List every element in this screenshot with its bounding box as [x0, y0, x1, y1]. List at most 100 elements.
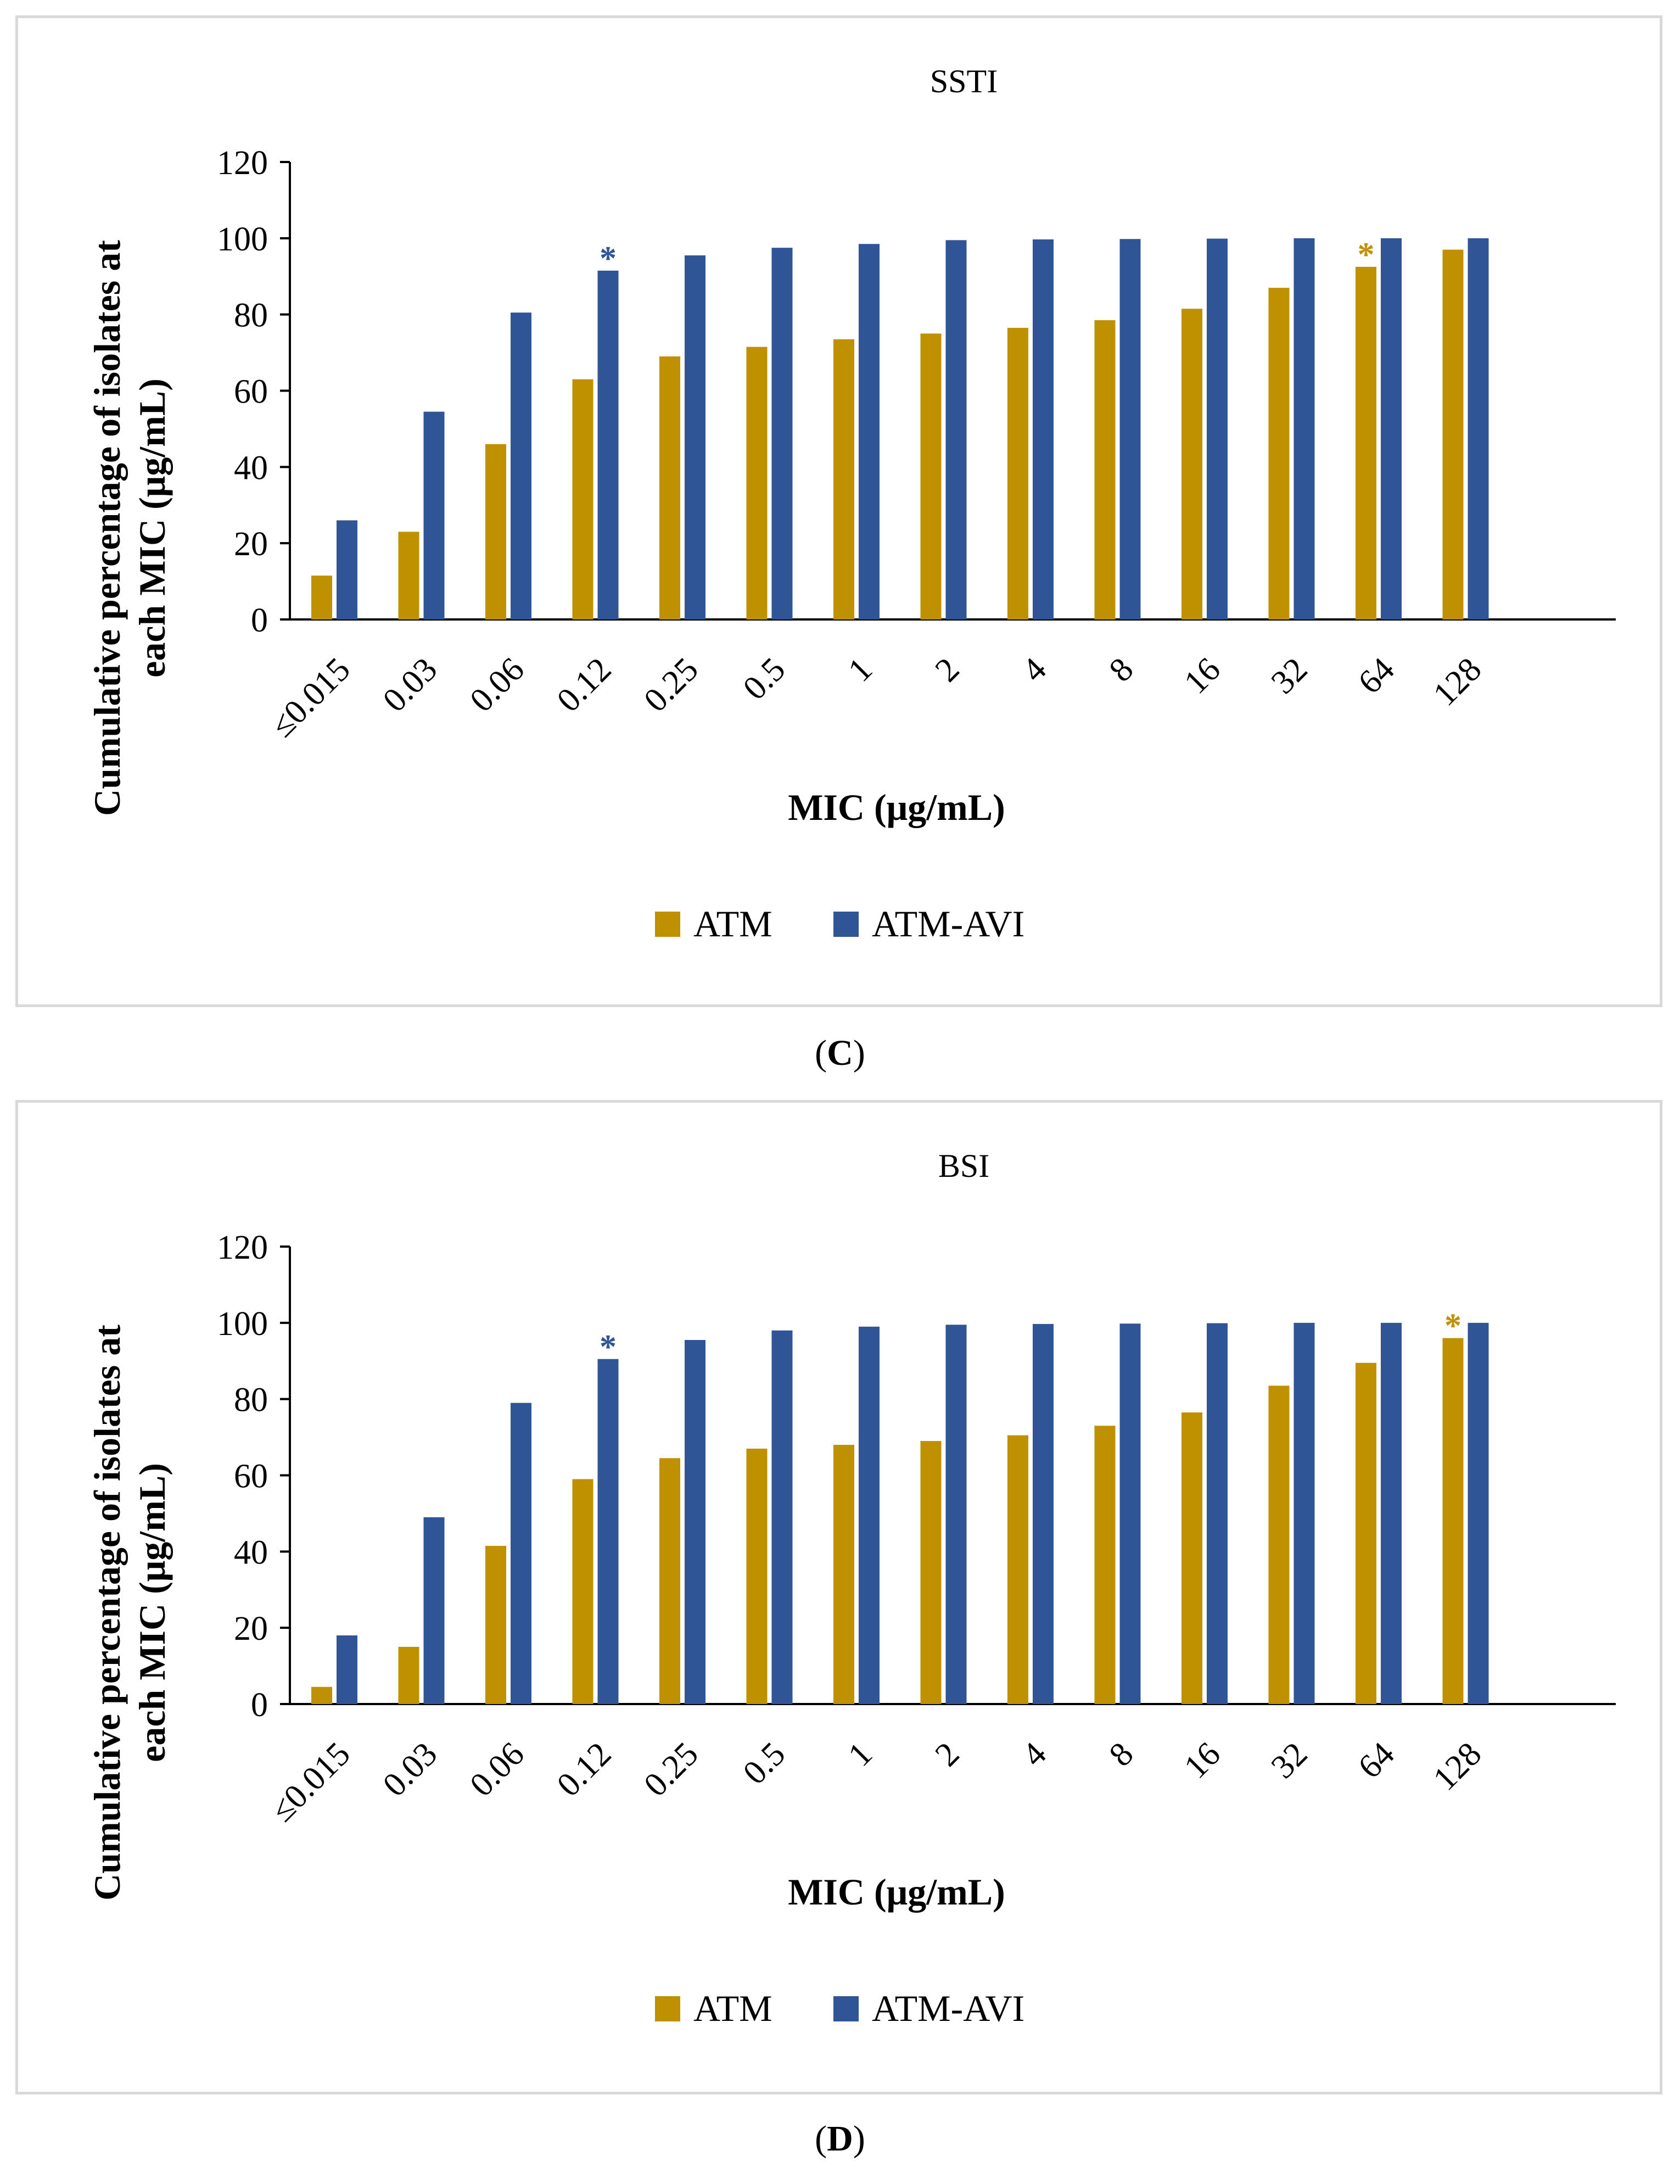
x-axis-label: MIC (μg/mL) — [788, 786, 1005, 828]
x-tick-label: 64 — [1351, 1735, 1402, 1786]
bar-atm-12 — [1356, 1362, 1376, 1704]
significance-asterisk: * — [1444, 1308, 1461, 1345]
bar-atm-13 — [1442, 1338, 1464, 1704]
bar-atm-avi-10 — [1207, 238, 1228, 620]
legend-swatch-atm — [655, 1996, 680, 2021]
y-tick-label: 20 — [234, 1610, 268, 1647]
x-tick-label: 0.03 — [376, 651, 445, 719]
significance-asterisk: * — [600, 240, 617, 277]
bar-atm-10 — [1181, 309, 1202, 619]
bar-atm-avi-9 — [1119, 1323, 1141, 1704]
bar-atm-avi-9 — [1119, 239, 1141, 619]
x-tick-label: 0.12 — [550, 651, 619, 719]
bar-atm-0 — [311, 576, 332, 619]
x-tick-label: 0.25 — [637, 1735, 705, 1804]
x-tick-label: 0.5 — [736, 1735, 793, 1792]
x-tick-label: 128 — [1426, 651, 1489, 713]
bar-atm-avi-4 — [685, 1340, 705, 1704]
chart-svg: BSI 0 20 40 60 80 100 120 ≤0.015 0.03 0.06 0.12 0.25… — [86, 1148, 1616, 2029]
legend-swatch-atm-avi — [833, 912, 859, 937]
x-tick-label: 16 — [1177, 651, 1228, 701]
legend-label-atm: ATM — [693, 1987, 772, 2029]
y-tick-label: 40 — [234, 449, 268, 487]
chart-title: BSI — [938, 1148, 989, 1184]
bar-atm-avi-0 — [337, 1635, 357, 1704]
panel-label-d: (D) — [815, 2119, 865, 2159]
bar-atm-9 — [1094, 1426, 1116, 1704]
chart-svg: SSTI 0 20 40 60 80 100 120 ≤0.015 0.03 0.06 0.12 0.2… — [86, 63, 1616, 945]
bar-atm-13 — [1442, 249, 1464, 619]
bar-atm-avi-3 — [597, 1359, 619, 1704]
bar-atm-avi-8 — [1033, 1323, 1054, 1704]
x-tick-label: ≤0.015 — [264, 1735, 357, 1829]
bar-atm-9 — [1094, 320, 1116, 619]
legend-swatch-atm — [655, 912, 680, 937]
chart-panel-c: SSTI 0 20 40 60 80 100 120 ≤0.015 0.03 0.06 0.12 0.2… — [15, 15, 1662, 1007]
significance-asterisk: * — [600, 1328, 617, 1366]
bar-atm-2 — [485, 1545, 506, 1704]
y-tick-label: 100 — [217, 221, 268, 258]
bar-atm-avi-12 — [1381, 1322, 1402, 1704]
y-axis-label: Cumulative percentage of isolates ateach… — [86, 1325, 173, 1901]
panel-label-c: (C) — [815, 1033, 865, 1073]
bar-atm-11 — [1268, 288, 1290, 619]
x-tick-label: 0.03 — [376, 1735, 445, 1804]
legend-label-atm: ATM — [693, 903, 772, 945]
x-tick-label: 128 — [1426, 1735, 1489, 1798]
y-axis-label-line: Cumulative percentage of isolates at — [86, 1325, 128, 1901]
bar-atm-avi-10 — [1207, 1323, 1228, 1704]
bar-atm-avi-2 — [511, 1403, 531, 1704]
chart-title: SSTI — [930, 63, 998, 99]
bar-atm-6 — [833, 1444, 854, 1704]
bar-atm-avi-13 — [1468, 1322, 1489, 1704]
bar-atm-avi-13 — [1468, 238, 1489, 619]
bar-atm-avi-6 — [859, 1326, 880, 1704]
x-tick-label: 0.5 — [736, 651, 793, 707]
x-tick-label: 4 — [1015, 651, 1054, 689]
bar-atm-0 — [311, 1686, 332, 1704]
x-tick-label: 0.25 — [637, 651, 705, 719]
y-tick-label: 0 — [251, 602, 268, 639]
bar-atm-avi-6 — [859, 244, 880, 619]
significance-asterisk: * — [1358, 236, 1375, 273]
x-tick-label: 8 — [1102, 1735, 1140, 1774]
bar-atm-5 — [746, 347, 768, 619]
y-tick-label: 40 — [234, 1534, 268, 1571]
y-axis-label-line: each MIC (μg/mL) — [131, 378, 173, 678]
y-tick-label: 80 — [234, 1382, 268, 1419]
bar-atm-avi-7 — [945, 240, 967, 619]
bar-atm-avi-1 — [423, 411, 445, 619]
x-tick-label: 8 — [1102, 651, 1140, 689]
legend-swatch-atm-avi — [833, 1996, 859, 2021]
x-tick-label: 0.06 — [463, 651, 531, 719]
x-tick-label: 32 — [1264, 651, 1314, 701]
x-tick-label: 16 — [1177, 1735, 1228, 1786]
bar-atm-8 — [1007, 1435, 1028, 1704]
legend-label-atm-avi: ATM-AVI — [872, 1987, 1024, 2029]
x-tick-label: 0.12 — [550, 1735, 619, 1804]
y-axis-label: Cumulative percentage of isolates ateach… — [86, 240, 173, 816]
x-tick-label: 0.06 — [463, 1735, 531, 1804]
bar-atm-6 — [833, 339, 854, 619]
bar-atm-3 — [572, 379, 593, 619]
legend-label-atm-avi: ATM-AVI — [872, 903, 1024, 945]
bar-atm-avi-1 — [423, 1517, 445, 1704]
bar-atm-avi-5 — [771, 248, 793, 619]
bar-atm-avi-11 — [1293, 238, 1315, 619]
x-tick-label: 2 — [928, 1735, 966, 1774]
x-tick-label: 2 — [928, 651, 966, 689]
x-tick-label: 1 — [841, 1735, 880, 1774]
x-tick-label: ≤0.015 — [264, 651, 357, 745]
bar-atm-4 — [659, 356, 680, 619]
bar-atm-avi-11 — [1293, 1322, 1315, 1704]
y-tick-label: 20 — [234, 526, 268, 563]
y-tick-label: 80 — [234, 297, 268, 334]
y-axis-label-line: each MIC (μg/mL) — [131, 1463, 173, 1762]
bar-atm-7 — [920, 333, 942, 619]
y-tick-label: 120 — [217, 1229, 268, 1266]
bar-atm-avi-4 — [685, 255, 705, 620]
bar-atm-8 — [1007, 327, 1028, 619]
bar-atm-1 — [398, 532, 419, 619]
bar-atm-1 — [398, 1646, 419, 1704]
x-tick-label: 64 — [1351, 651, 1402, 701]
